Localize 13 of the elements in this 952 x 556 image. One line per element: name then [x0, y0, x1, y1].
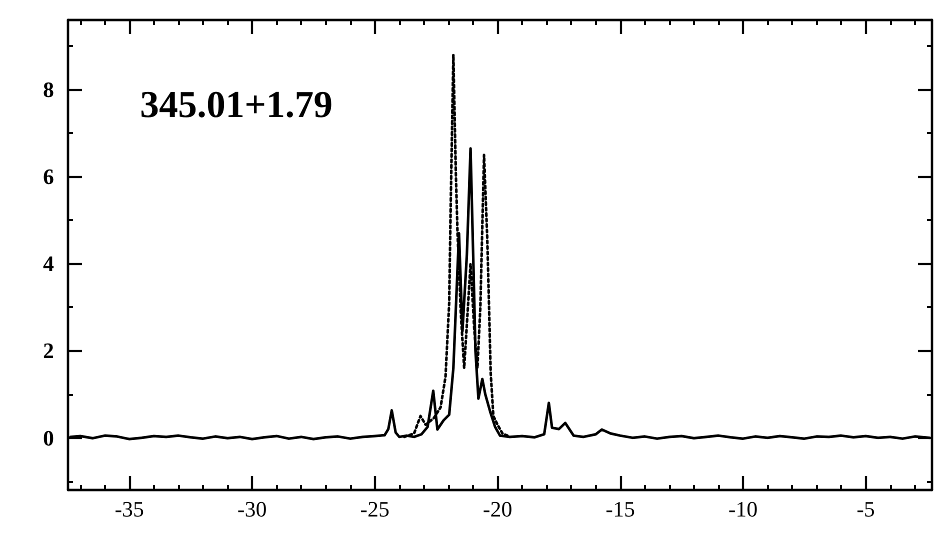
annotation: 345.01+1.79: [140, 84, 333, 126]
y-tick-label: 6: [43, 164, 54, 190]
x-tick-label: -15: [606, 496, 635, 522]
x-tick-label: -35: [114, 496, 144, 522]
x-tick-label: -5: [856, 496, 875, 522]
x-tick-label: -20: [482, 496, 512, 522]
y-tick-label: 8: [43, 77, 54, 102]
x-tick-label: -25: [360, 496, 390, 522]
x-tick-label: -10: [728, 496, 758, 522]
y-tick-label: 4: [43, 251, 54, 276]
y-tick-label: 2: [43, 338, 54, 364]
y-tick-label: 0: [43, 425, 54, 450]
x-tick-label: -30: [237, 496, 267, 522]
